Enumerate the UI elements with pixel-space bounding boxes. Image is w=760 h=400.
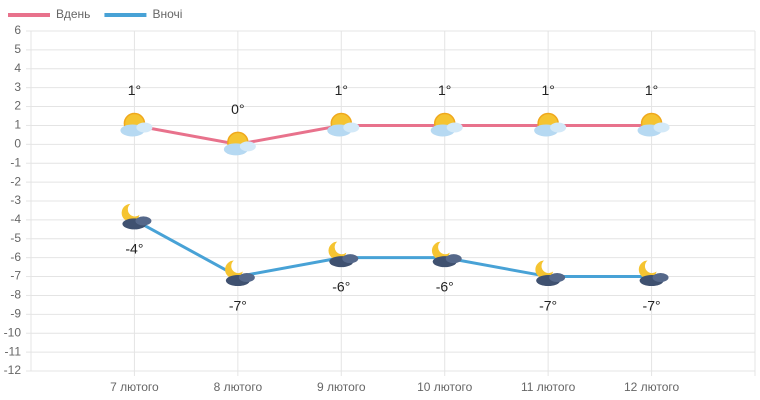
value-label: 1° [438,82,451,98]
legend-swatch [8,13,50,17]
cloud [445,254,462,264]
moon [225,260,243,279]
weather-icon [225,260,255,287]
y-tick-label: 1 [14,118,21,132]
legend-label: Вдень [56,7,90,21]
weather-icon [534,112,567,137]
cloud [446,122,463,133]
y-tick-label: -8 [10,288,21,302]
weather-icon [328,241,359,268]
moon [638,260,657,279]
y-tick-label: 0 [14,137,21,151]
cloud [343,122,360,133]
value-label: -4° [125,241,143,257]
x-tick-label: 8 лютого [214,380,263,394]
weather-icon [637,112,670,137]
weather-icon [535,260,566,287]
y-tick-label: -5 [10,231,21,245]
series-line [134,123,652,146]
y-tick-label: -4 [10,212,21,226]
y-tick-label: -6 [10,250,21,264]
moon [121,203,140,222]
value-label: -7° [229,297,247,313]
weather-icon [431,241,462,268]
value-label: 1° [128,82,141,98]
x-tick-label: 12 лютого [624,380,680,394]
x-tick-label: 7 лютого [110,380,159,394]
cloud [135,216,152,226]
y-tick-label: -7 [10,269,21,283]
series-line [133,218,652,279]
x-tick-label: 10 лютого [417,380,473,394]
weather-icon [638,260,669,287]
cloud [136,122,153,133]
cloud [652,273,669,283]
weather-icon [120,112,153,137]
moon [431,241,450,260]
y-tick-label: 6 [14,23,21,37]
y-tick-label: 4 [14,61,21,75]
x-tick-label: 9 лютого [317,380,366,394]
cloud [342,254,359,264]
y-tick-label: 3 [14,80,21,94]
y-tick-label: -10 [4,325,22,339]
legend-swatch [104,13,147,17]
weather-icon [430,112,463,137]
y-tick-label: -9 [10,307,21,321]
cloud [653,122,670,133]
y-tick-label: 2 [14,99,21,113]
value-label: 1° [541,82,554,98]
cloud [238,273,255,283]
moon [328,241,347,260]
weather-icon [223,131,256,156]
value-label: 1° [335,82,348,98]
weather-icon [121,203,152,230]
moon [535,260,554,279]
y-tick-label: -1 [10,155,21,169]
value-label: -7° [643,297,661,313]
value-label: 1° [645,82,658,98]
x-tick-label: 11 лютого [521,380,576,394]
y-tick-label: 5 [14,42,21,56]
value-label: 0° [231,101,244,117]
value-label: -6° [332,278,350,294]
cloud [239,141,256,152]
y-tick-label: -12 [4,363,22,377]
legend-label: Вночі [152,7,182,21]
value-label: -7° [539,297,557,313]
cloud [549,273,566,283]
cloud [550,122,567,133]
weather-icon [327,112,360,137]
y-tick-label: -11 [5,344,22,358]
value-label: -6° [436,278,454,294]
y-tick-label: -3 [10,193,21,207]
y-tick-label: -2 [10,174,21,188]
